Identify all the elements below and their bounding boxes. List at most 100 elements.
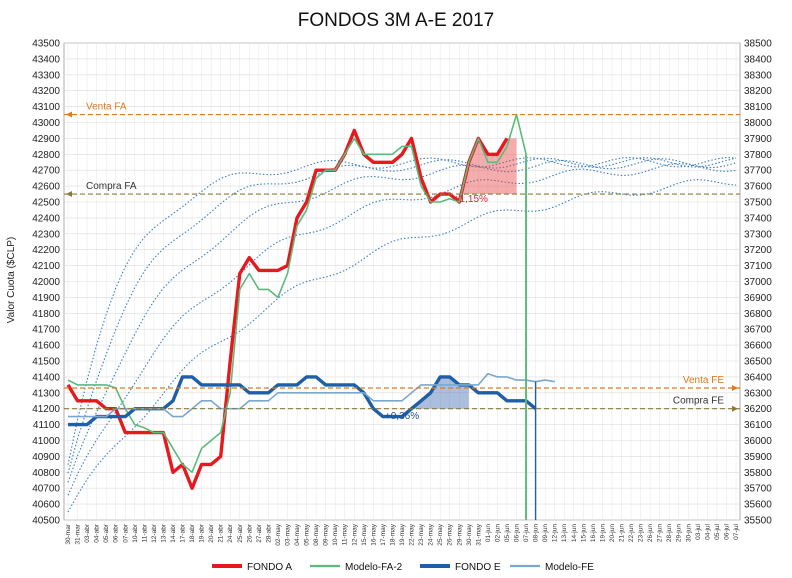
reference-arrow [732,405,738,412]
y-tick-left: 41700 [32,325,60,336]
x-tick: 06-jun [514,524,521,542]
x-tick: 19-jun [599,524,606,542]
y-tick-left: 42800 [32,150,60,161]
y-tick-right: 35600 [744,500,772,511]
x-tick: 15-jun [580,524,587,542]
x-tick: 11-abr [141,523,148,542]
x-tick: 02-jun [494,524,501,542]
y-tick-left: 42700 [32,166,60,177]
x-tick: 18-may [389,523,396,545]
reference-arrow [66,191,72,198]
x-tick: 08-may [313,523,320,545]
y-tick-right: 37500 [744,198,772,209]
x-tick: 27-abr [256,523,263,543]
gain-area-fa [440,138,517,195]
x-tick: 05-may [304,523,311,545]
x-tick: 24-abr [227,523,234,543]
y-tick-right: 37900 [744,134,772,145]
x-tick: 31-may [475,523,482,545]
y-tick-left: 42900 [32,134,60,145]
y-tick-left: 43400 [32,54,60,65]
y-tick-right: 37200 [744,245,772,256]
series-line-1 [67,113,527,474]
y-tick-right: 36100 [744,420,772,431]
x-tick: 29-jun [676,524,683,542]
x-tick: 19-abr [199,523,206,543]
x-tick: 05-jul [714,523,721,539]
x-tick: 27-jun [657,524,664,542]
legend-label: Modelo-FA-2 [345,562,403,573]
y-tick-right: 35700 [744,484,772,495]
y-tick-left: 42300 [32,229,60,240]
reference-arrow [732,385,738,392]
x-tick: 14-jun [571,524,578,542]
y-tick-right: 37600 [744,182,772,193]
x-tick: 01-jun [485,524,492,542]
x-tick: 30-jun [685,524,692,542]
y-tick-right: 37000 [744,277,772,288]
x-tick: 11-may [342,523,349,545]
y-tick-left: 40900 [32,452,60,463]
y-tick-right: 35500 [744,516,772,527]
y-tick-left: 42500 [32,198,60,209]
x-tick: 04-may [294,523,301,545]
x-tick: 16-may [370,523,377,545]
y-tick-left: 42100 [32,261,60,272]
x-tick: 13-abr [160,523,167,543]
trend-curve [67,158,737,483]
x-tick: 20-abr [208,523,215,543]
x-tick: 13-jun [561,524,568,542]
x-tick: 28-abr [265,523,272,543]
reference-label: Compra FA [86,181,137,192]
x-tick: 03-jul [695,523,702,539]
y-tick-left: 41600 [32,341,60,352]
y-tick-left: 41100 [33,420,61,431]
series-line-0 [66,128,509,490]
x-tick: 25-abr [237,523,244,543]
x-tick: 06-jul [723,523,730,539]
x-tick: 20-jun [609,524,616,542]
x-tick: 19-may [399,523,406,545]
y-axis-label: Valor Cuota ($CLP) [6,237,17,324]
x-tick: 15-may [361,523,368,545]
x-tick: 04-abr [94,523,101,543]
gain-label-fa: +1,15% [454,194,488,205]
y-tick-right: 37800 [744,150,772,161]
reference-label: Compra FE [673,396,724,407]
x-tick: 17-may [380,523,387,545]
y-tick-right: 36900 [744,293,772,304]
x-tick: 02-may [275,523,282,545]
y-tick-left: 40800 [32,468,60,479]
x-tick: 03-may [284,523,291,545]
y-tick-right: 36800 [744,309,772,320]
y-tick-left: 40500 [32,516,60,527]
trend-curves [67,156,737,513]
x-tick: 29-may [456,523,463,545]
y-tick-right: 35800 [744,468,772,479]
y-tick-left: 40700 [32,484,60,495]
y-tick-right: 38500 [744,39,772,50]
x-tick: 06-abr [113,523,120,543]
y-tick-left: 43100 [32,102,60,113]
x-tick: 26-may [447,523,454,545]
y-tick-left: 41800 [32,309,60,320]
x-tick: 16-jun [590,524,597,542]
y-tick-right: 36700 [744,325,772,336]
x-tick: 07-jul [733,523,740,539]
reference-lines: Venta FA Compra FA Venta FE Compra FE +1,15%… [64,102,740,422]
gridlines [63,42,741,521]
y-tick-left: 41500 [32,357,60,368]
y-tick-right: 37300 [744,229,772,240]
x-tick: 10-abr [132,523,139,543]
y-tick-right: 36200 [744,404,772,415]
legend: FONDO A Modelo-FA-2 FONDO E Modelo-FE [212,562,594,573]
x-tick: 22-may [409,523,416,545]
x-tick: 12-jun [552,524,559,542]
y-tick-right: 36500 [744,357,772,368]
y-tick-right: 38200 [744,86,772,97]
x-tick: 23-jun [638,524,645,542]
x-tick: 07-jun [523,524,530,542]
x-tick: 12-abr [151,523,158,543]
y-tick-left: 41200 [32,404,60,415]
